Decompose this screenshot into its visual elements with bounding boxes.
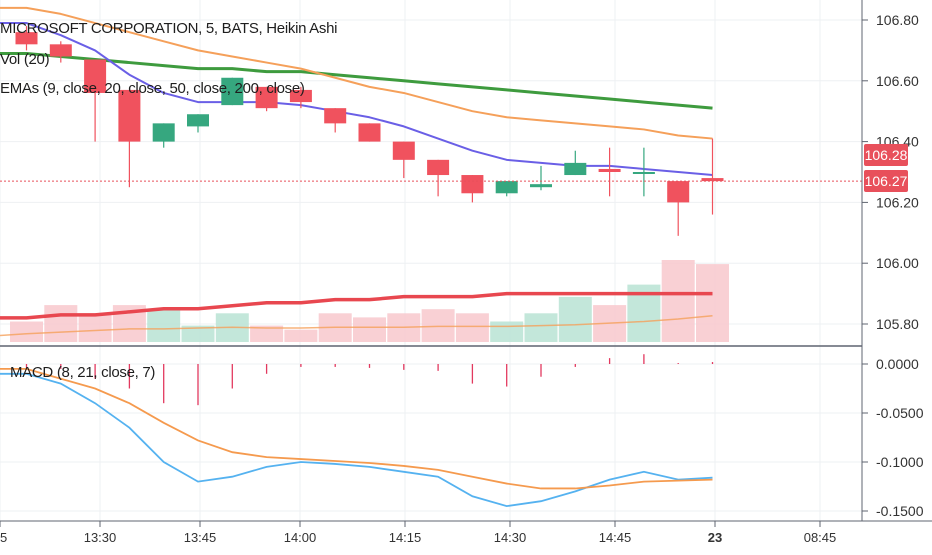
time-tick-label: 5 xyxy=(0,530,7,545)
volume-bar xyxy=(696,264,729,342)
candle-body xyxy=(598,168,621,172)
candle-body xyxy=(118,89,141,142)
candle-body xyxy=(632,172,655,174)
price-badge xyxy=(864,144,908,166)
candle-body xyxy=(495,181,518,194)
price-badges: 106.28 106.27 xyxy=(864,144,908,192)
candle-body xyxy=(530,184,552,188)
price-tick-label: 106.80 xyxy=(876,12,919,28)
symbol-legend[interactable]: MICROSOFT CORPORATION, 5, BATS, Heikin A… xyxy=(0,20,338,37)
price-tick-label: 106.60 xyxy=(876,73,919,89)
volume-bar xyxy=(284,329,318,342)
candle-body xyxy=(187,114,209,127)
price-badge-label: 106.27 xyxy=(865,173,908,189)
volume-bar xyxy=(10,321,43,342)
grid xyxy=(0,0,862,521)
volume-legend[interactable]: Vol (20) xyxy=(0,51,50,68)
volume-bar xyxy=(44,305,78,342)
ema-50-line xyxy=(0,51,713,110)
volume-bar xyxy=(147,309,181,342)
candle-body xyxy=(49,44,72,57)
candles xyxy=(15,26,724,236)
ema-200-line xyxy=(0,291,713,320)
candle-body xyxy=(358,123,381,142)
candle-body xyxy=(461,175,484,194)
macd-tick-label: -0.1500 xyxy=(876,503,924,519)
price-tick-label: 106.20 xyxy=(876,194,919,210)
volume-bar xyxy=(181,325,215,342)
price-badge-label: 106.28 xyxy=(865,147,908,163)
macd-axis[interactable]: 0.0000 -0.0500 -0.1000 -0.1500 xyxy=(862,356,924,519)
time-tick-label: 14:00 xyxy=(284,530,317,545)
ema-legend[interactable]: EMAs (9, close, 20, close, 50, close, 20… xyxy=(0,80,305,97)
candle-body xyxy=(152,123,175,142)
macd-legend[interactable]: MACD (8, 21, close, 7) xyxy=(10,364,156,381)
candle-body xyxy=(221,77,244,106)
macd-tick-label: -0.1000 xyxy=(876,454,924,470)
candle-body xyxy=(427,159,450,176)
candle-body xyxy=(15,32,38,45)
macd-lines xyxy=(0,367,713,508)
volume-bars xyxy=(0,260,729,342)
time-tick-label: 14:45 xyxy=(599,530,632,545)
candle-body xyxy=(289,89,312,103)
candle-body xyxy=(255,86,278,109)
time-tick-label: 14:15 xyxy=(389,530,422,545)
candle-body xyxy=(667,181,690,203)
ema-20-line xyxy=(0,6,713,140)
time-axis[interactable]: 5 13:30 13:45 14:00 14:15 14:30 14:45 23 08:45 xyxy=(0,521,836,545)
ema-9-line xyxy=(0,22,713,177)
volume-bar xyxy=(661,260,695,342)
volume-bar xyxy=(524,313,558,342)
macd-line xyxy=(0,372,713,508)
ema-lines xyxy=(0,6,713,320)
candle-body xyxy=(392,141,415,160)
volume-ma-line xyxy=(0,315,713,337)
volume-bar xyxy=(490,321,524,342)
time-tick-label: 14:30 xyxy=(494,530,527,545)
price-tick-label: 105.80 xyxy=(876,316,919,332)
price-tick-label: 106.00 xyxy=(876,255,919,271)
volume-bar xyxy=(250,325,284,342)
time-tick-label: 13:45 xyxy=(184,530,217,545)
time-tick-label: 23 xyxy=(708,530,722,545)
signal-line xyxy=(0,367,713,490)
price-badge xyxy=(864,170,908,192)
macd-tick-label: 0.0000 xyxy=(876,356,919,372)
candle-body xyxy=(701,178,724,182)
volume-bar xyxy=(421,309,455,342)
volume-bar xyxy=(558,296,592,342)
macd-tick-label: -0.0500 xyxy=(876,405,924,421)
macd-histogram xyxy=(25,354,714,406)
volume-bar xyxy=(353,317,386,342)
candle-body xyxy=(564,162,587,176)
time-tick-label: 08:45 xyxy=(804,530,837,545)
candle-body xyxy=(84,59,107,93)
volume-bar xyxy=(78,313,112,342)
volume-bar xyxy=(455,313,489,342)
candle-body xyxy=(324,108,347,124)
time-tick-label: 13:30 xyxy=(84,530,117,545)
